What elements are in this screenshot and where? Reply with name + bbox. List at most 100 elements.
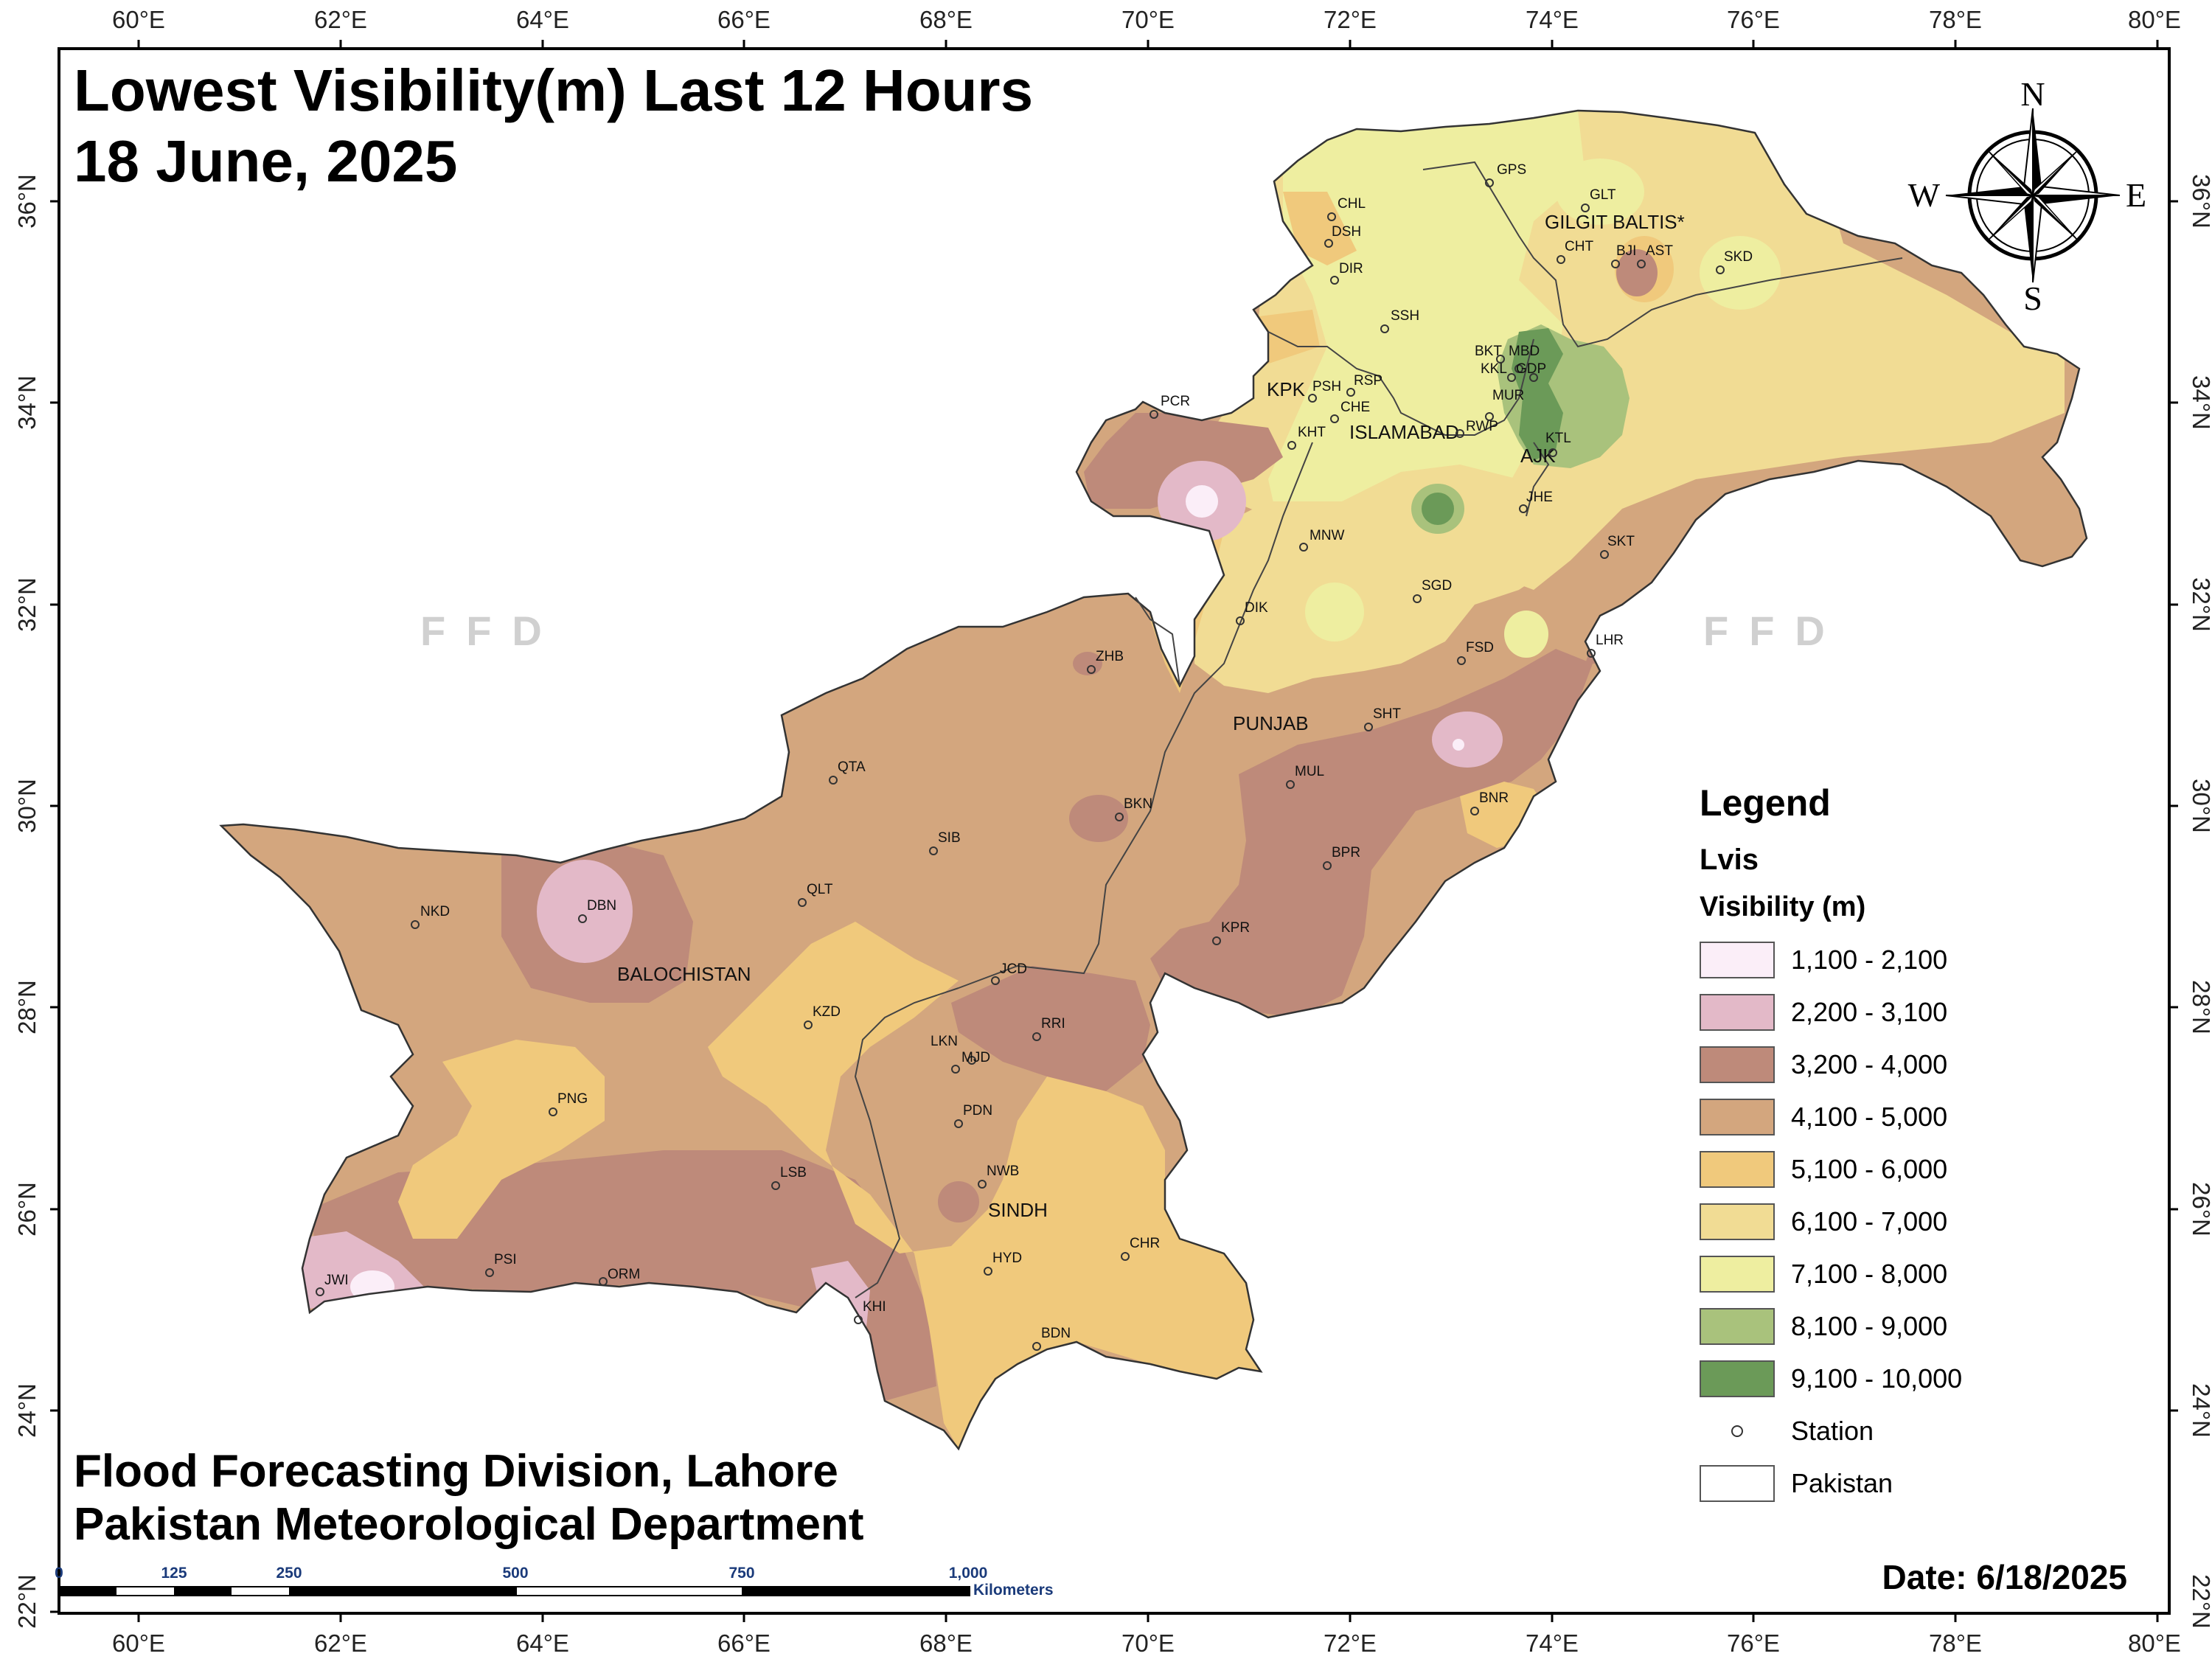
visibility-zone-5100-6000 (398, 1040, 605, 1239)
pakistan-swatch (1700, 1464, 1775, 1502)
lat-label-right: 32°N (2188, 577, 2212, 632)
visibility-zone-5100-6000 (1283, 192, 1357, 265)
legend-row: 9,100 - 10,000 (1700, 1352, 1994, 1405)
station-label: SHT (1373, 706, 1401, 722)
visibility-zone-7100-8000 (1268, 111, 1585, 568)
station-label: AST (1646, 243, 1673, 259)
visibility-zone-2200-3100 (295, 1231, 428, 1309)
station-label: MUL (1295, 764, 1324, 779)
station-label: DBN (587, 898, 616, 914)
station-marker (1308, 394, 1317, 403)
legend-label: 2,200 - 3,100 (1791, 996, 1948, 1027)
lat-label-right: 30°N (2188, 779, 2212, 833)
compass-n: N (2020, 75, 2045, 113)
station-label: PSI (494, 1252, 517, 1267)
station-symbol-icon (1700, 1413, 1775, 1450)
station-marker (829, 776, 838, 785)
legend-label: 4,100 - 5,000 (1791, 1101, 1948, 1132)
station-marker (1496, 355, 1505, 364)
legend-row: 6,100 - 7,000 (1700, 1195, 1994, 1248)
lon-label-top: 78°E (1929, 6, 1982, 33)
watermark-right: FFD (1703, 608, 1846, 654)
legend-swatch (1700, 1255, 1775, 1293)
station-marker (1121, 1252, 1130, 1261)
lon-label-bottom: 60°E (112, 1630, 165, 1657)
station-label: DIK (1245, 600, 1268, 616)
map-date: Date: 6/18/2025 (1882, 1558, 2127, 1596)
map-title: Lowest Visibility(m) Last 12 Hours 18 Ju… (74, 55, 1033, 197)
legend: Legend Lvis Visibility (m) 1,100 - 2,100… (1700, 782, 1994, 1509)
legend-row: 8,100 - 9,000 (1700, 1300, 1994, 1352)
lon-label-top: 68°E (919, 6, 973, 33)
station-marker (1716, 265, 1725, 274)
station-label: LSB (780, 1165, 807, 1180)
station-marker (1455, 429, 1464, 438)
lat-label-right: 28°N (2188, 980, 2212, 1034)
station-marker (1557, 255, 1565, 264)
legend-row: 1,100 - 2,100 (1700, 933, 1994, 986)
visibility-zone-5100-6000 (1253, 310, 1320, 369)
station-label: MBD (1509, 344, 1540, 359)
lat-label-left: 36°N (13, 174, 41, 229)
station-label: JCD (1000, 961, 1027, 977)
visibility-zone-6100-7000 (1194, 465, 1563, 693)
visibility-zone-7100-8000 (1556, 159, 1644, 225)
station-marker (1323, 861, 1332, 870)
lat-label-right: 22°N (2188, 1574, 2212, 1629)
station-marker (1032, 1342, 1041, 1351)
compass-s: S (2023, 279, 2042, 317)
legend-field-name: Visibility (m) (1700, 891, 1866, 922)
lat-label-left: 34°N (13, 375, 41, 430)
lon-label-bottom: 70°E (1121, 1630, 1175, 1657)
legend-label: Pakistan (1791, 1467, 1893, 1498)
station-label: RRI (1041, 1016, 1065, 1032)
station-label: KPR (1221, 920, 1250, 936)
lon-label-bottom: 62°E (314, 1630, 367, 1657)
lon-label-bottom: 64°E (516, 1630, 569, 1657)
station-marker (1286, 780, 1295, 789)
lon-label-bottom: 68°E (919, 1630, 973, 1657)
station-label: GLT (1590, 187, 1616, 203)
compass-w: W (1908, 176, 1941, 214)
legend-label: 3,200 - 4,000 (1791, 1048, 1948, 1079)
legend-label: Station (1791, 1415, 1874, 1446)
station-marker (1611, 260, 1620, 268)
station-label: PDN (963, 1103, 992, 1119)
lon-label-top: 60°E (112, 6, 165, 33)
station-marker (1032, 1032, 1041, 1041)
region-label-islamabad: ISLAMABAD (1349, 421, 1459, 443)
scale-label: 750 (728, 1565, 754, 1582)
station-label: JWI (324, 1273, 349, 1288)
station-marker (804, 1020, 813, 1029)
legend-label: 5,100 - 6,000 (1791, 1153, 1948, 1184)
station-marker (951, 1065, 960, 1074)
lat-label-left: 28°N (13, 980, 41, 1034)
station-label: KKL (1481, 361, 1507, 377)
station-label: SKD (1724, 249, 1753, 265)
station-marker (1150, 410, 1158, 419)
legend-swatch (1700, 1360, 1775, 1397)
station-marker (978, 1180, 987, 1189)
map-title-line1: Lowest Visibility(m) Last 12 Hours (74, 58, 1034, 123)
station-label: LKN (931, 1034, 958, 1049)
visibility-zone-1100-2100 (1186, 485, 1218, 518)
station-label: SKT (1607, 534, 1635, 549)
station-label: QLT (807, 882, 833, 897)
graticule-ticks (50, 40, 2178, 1622)
station-label: PNG (557, 1091, 588, 1107)
legend-row: Pakistan (1700, 1457, 1994, 1509)
legend-label: 6,100 - 7,000 (1791, 1206, 1948, 1237)
station-label: CHT (1565, 239, 1593, 254)
station-label: MNW (1310, 528, 1345, 543)
legend-label: 7,100 - 8,000 (1791, 1258, 1948, 1289)
station-label: SGD (1422, 578, 1452, 594)
visibility-zone-3200-4000 (1069, 795, 1128, 842)
lon-label-bottom: 76°E (1727, 1630, 1780, 1657)
visibility-zone-5100-6000 (708, 922, 1261, 1449)
station-marker (1587, 649, 1596, 658)
station-label: CHL (1338, 196, 1366, 212)
station-label: RWP (1466, 419, 1498, 434)
legend-row: 2,200 - 3,100 (1700, 986, 1994, 1038)
station-label: DSH (1332, 224, 1361, 240)
station-label: KHI (863, 1299, 886, 1315)
